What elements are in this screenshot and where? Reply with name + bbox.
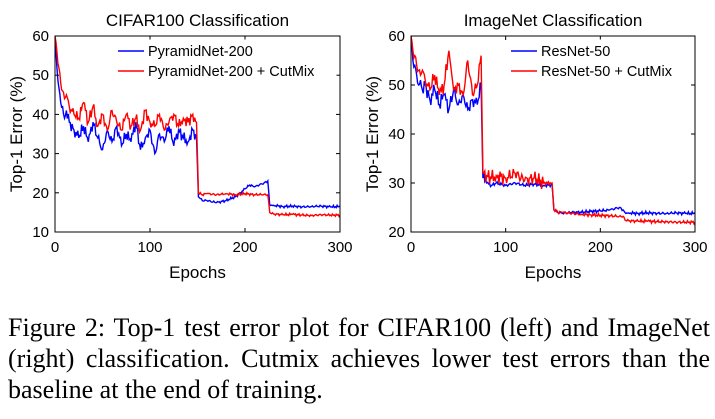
cifar-xtick-label: 100 [137,239,162,256]
cifar-ytick-label: 20 [32,185,49,202]
cifar-ytick-label: 10 [32,224,49,241]
imagenet-legend-label-baseline: ResNet-50 [541,44,610,60]
cifar-y-axis-label: Top-1 Error (%) [7,76,26,192]
cifar100-chart: 0 100 200 300 10 20 30 40 50 60 CIFAR100 Classific… [7,11,353,282]
imagenet-series-cutmix-line [411,36,695,226]
imagenet-ytick-label: 50 [388,77,405,94]
cifar-axes-box [54,35,341,233]
imagenet-xtick-label: 100 [493,239,518,256]
cifar-chart-title: CIFAR100 Classification [106,11,289,30]
imagenet-xtick-label: 300 [682,239,707,256]
imagenet-chart: 0 100 200 300 20 30 40 50 60 ImageNet Classificat… [363,11,708,282]
imagenet-y-axis-label: Top-1 Error (%) [363,76,382,192]
imagenet-xtick-label: 0 [407,239,415,256]
imagenet-legend-label-cutmix: ResNet-50 + CutMix [541,64,673,80]
cifar-xtick-label: 200 [232,239,257,256]
cifar-legend-label-cutmix: PyramidNet-200 + CutMix [148,64,315,80]
imagenet-ytick-label: 20 [388,224,405,241]
imagenet-ytick-label: 60 [388,28,405,45]
figure-caption: Figure 2: Top-1 test error plot for CIFA… [8,313,710,404]
imagenet-ytick-label: 40 [388,126,405,143]
cifar-legend-label-baseline: PyramidNet-200 [148,44,253,60]
imagenet-chart-title: ImageNet Classification [464,11,643,30]
imagenet-x-axis-label: Epochs [525,263,582,282]
cifar-xtick-label: 300 [327,239,352,256]
imagenet-legend: ResNet-50 ResNet-50 + CutMix [506,39,692,83]
imagenet-ytick-label: 30 [388,175,405,192]
cifar-series-cutmix-line [55,36,340,218]
cifar-xtick-label: 0 [51,239,59,256]
cifar-legend: PyramidNet-200 PyramidNet-200 + CutMix [113,39,337,83]
cifar-ytick-label: 50 [32,67,49,84]
cifar-legend-box [113,39,337,83]
cifar-ytick-label: 40 [32,106,49,123]
cifar-ytick-label: 30 [32,146,49,163]
cifar-x-axis-label: Epochs [169,263,226,282]
imagenet-xtick-label: 200 [588,239,613,256]
imagenet-legend-box [506,39,692,83]
cifar-ytick-label: 60 [32,28,49,45]
